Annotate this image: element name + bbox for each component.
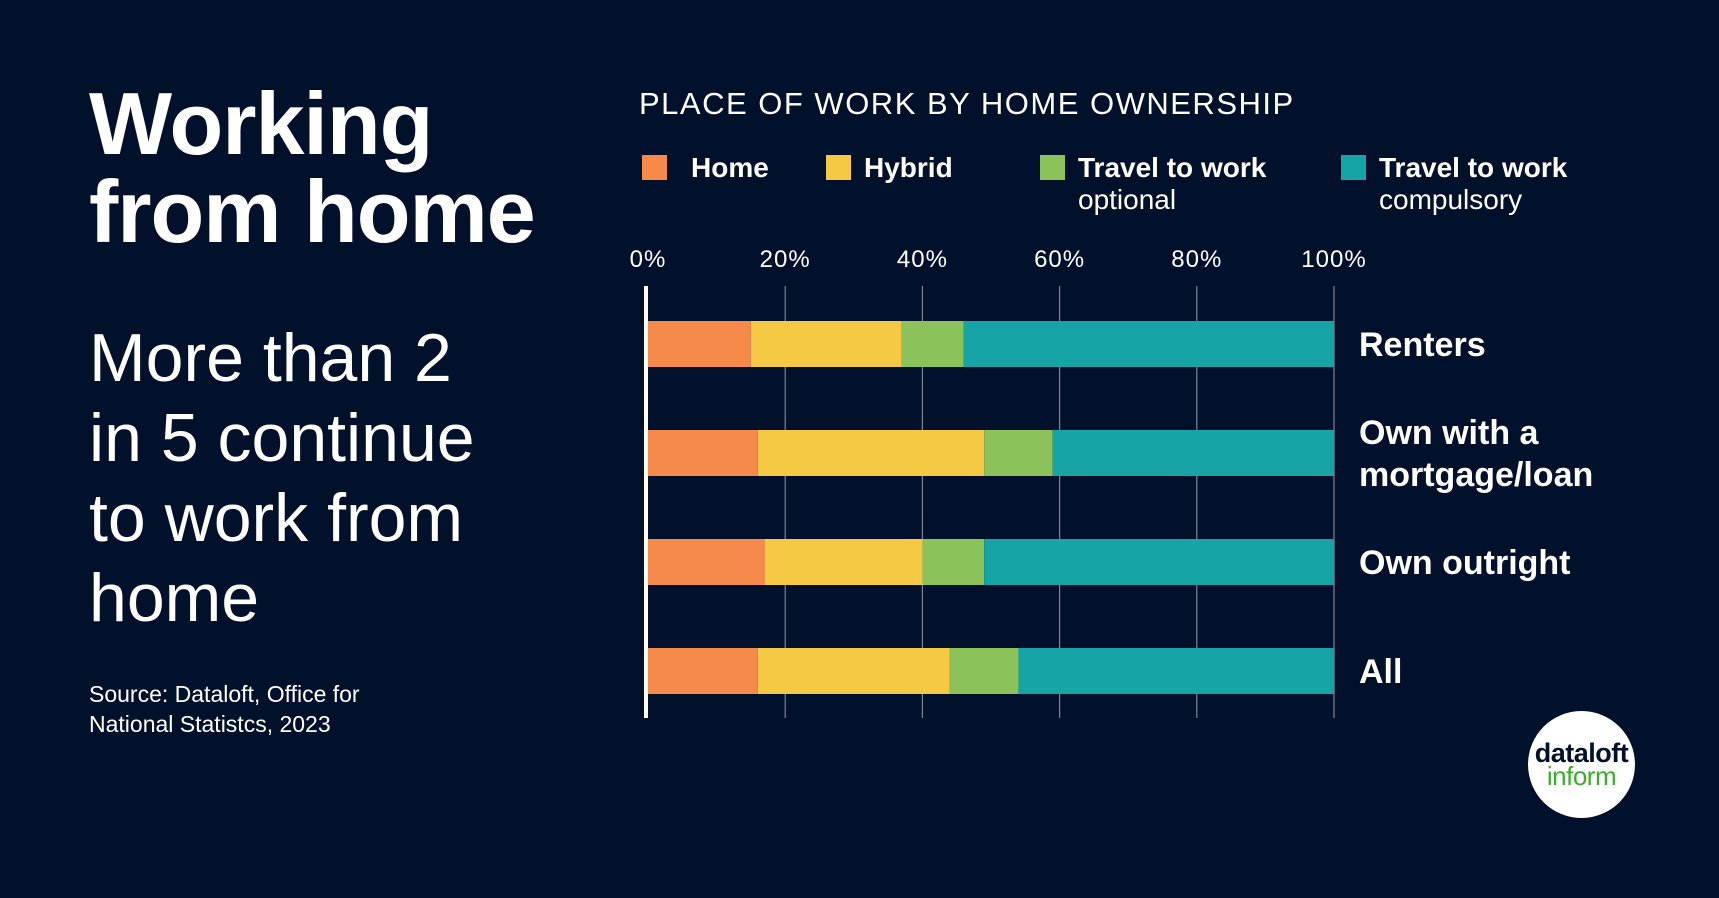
x-tick-label: 20% bbox=[760, 246, 811, 273]
chart-title: PLACE OF WORK BY HOME OWNERSHIP bbox=[639, 86, 1295, 121]
x-tick-label: 0% bbox=[630, 246, 667, 273]
x-tick-label: 100% bbox=[1301, 246, 1366, 273]
subhead-line: to work from bbox=[89, 480, 464, 556]
legend-swatch bbox=[826, 155, 851, 180]
source-line: Source: Dataloft, Office for bbox=[89, 681, 360, 707]
legend-sublabel: compulsory bbox=[1379, 184, 1523, 215]
category-label: All bbox=[1359, 653, 1402, 691]
subhead-line: in 5 continue bbox=[89, 400, 475, 476]
headline-line: Working bbox=[89, 74, 433, 173]
legend-label: Hybrid bbox=[864, 152, 953, 183]
legend-label: Travel to work bbox=[1379, 152, 1568, 183]
x-tick-label: 80% bbox=[1171, 246, 1222, 273]
dataloft-inform-logo: dataloft inform bbox=[1528, 711, 1635, 818]
legend-label: Home bbox=[691, 152, 769, 183]
subhead-line: home bbox=[89, 560, 260, 636]
legend-swatch bbox=[1341, 155, 1366, 180]
bar-segment bbox=[984, 430, 1053, 476]
bar-segment bbox=[750, 321, 902, 367]
category-label: Renters bbox=[1359, 326, 1486, 364]
logo-wordmark-sub: inform bbox=[1546, 761, 1617, 791]
bar-segment bbox=[1018, 648, 1334, 694]
bar-segment bbox=[648, 648, 758, 694]
bar-segment bbox=[648, 430, 758, 476]
bar-segment bbox=[757, 430, 985, 476]
legend-swatch bbox=[1040, 155, 1065, 180]
legend-label: Travel to work bbox=[1078, 152, 1267, 183]
x-tick-label: 60% bbox=[1034, 246, 1085, 273]
bar-segment bbox=[648, 539, 765, 585]
bar-segment bbox=[757, 648, 950, 694]
source-line: National Statistcs, 2023 bbox=[89, 711, 331, 737]
bar-segment bbox=[901, 321, 964, 367]
category-label: Own outright bbox=[1359, 544, 1571, 582]
logo-wordmark: dataloft bbox=[1534, 738, 1629, 768]
headline-line: from home bbox=[89, 162, 536, 261]
legend-swatch bbox=[642, 155, 667, 180]
bar-segment bbox=[1052, 430, 1334, 476]
subhead-line: More than 2 bbox=[89, 320, 452, 396]
source-note: Source: Dataloft, Office for National St… bbox=[89, 679, 449, 739]
bar-segment bbox=[984, 539, 1334, 585]
legend-sublabel: optional bbox=[1078, 184, 1177, 215]
bar-segment bbox=[764, 539, 923, 585]
category-label: Own with a bbox=[1359, 414, 1540, 452]
bar-segment bbox=[648, 321, 751, 367]
bar-segment bbox=[922, 539, 985, 585]
subhead: More than 2 in 5 continue to work from h… bbox=[89, 318, 609, 638]
bar-segment bbox=[949, 648, 1019, 694]
headline: Working from home bbox=[89, 80, 609, 256]
x-tick-label: 40% bbox=[897, 246, 948, 273]
bar-segment bbox=[963, 321, 1334, 367]
category-label: mortgage/loan bbox=[1359, 456, 1593, 494]
